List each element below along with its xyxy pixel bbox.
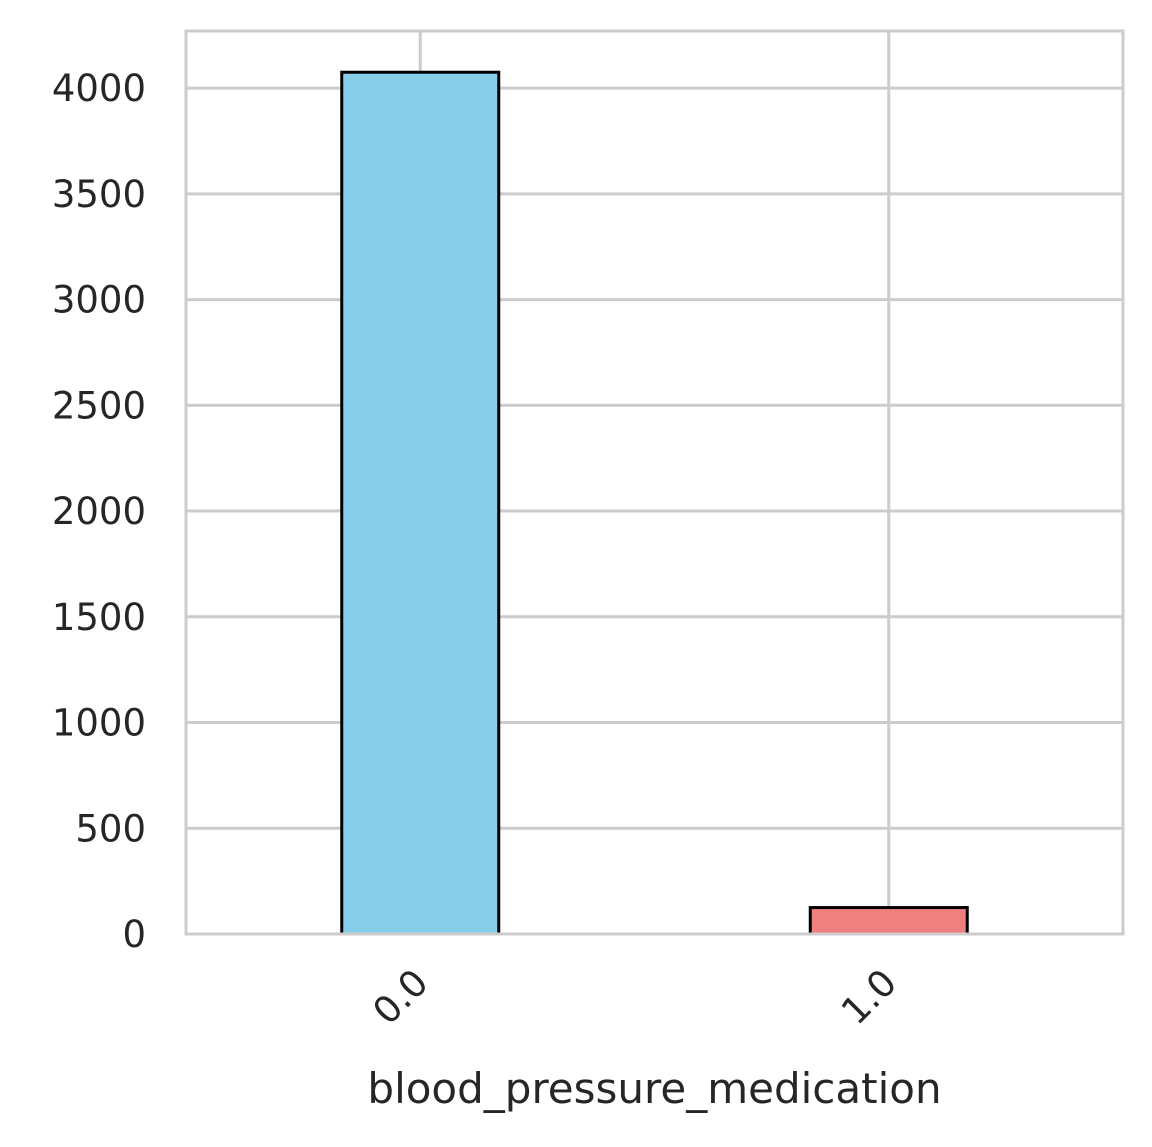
bar-0.0 bbox=[340, 70, 501, 936]
y-tick-label: 2000 bbox=[52, 490, 146, 533]
y-tick-label: 4000 bbox=[52, 67, 146, 110]
x-tick-labels: 0.0 1.0 bbox=[365, 961, 906, 1033]
y-tick-label: 0 bbox=[122, 913, 146, 956]
bar-1.0 bbox=[808, 906, 969, 936]
y-tick-labels: 0 500 1000 1500 2000 2500 3000 3500 4000 bbox=[52, 67, 146, 956]
y-tick-label: 500 bbox=[75, 807, 146, 850]
y-tick-label: 1000 bbox=[52, 702, 146, 745]
x-axis-label: blood_pressure_medication bbox=[367, 1064, 941, 1113]
bars bbox=[340, 70, 969, 936]
x-tick-label: 1.0 bbox=[833, 961, 905, 1033]
plot-frame bbox=[184, 29, 1125, 936]
gridlines bbox=[186, 31, 1123, 936]
y-tick-label: 2500 bbox=[52, 384, 146, 427]
y-tick-label: 1500 bbox=[52, 596, 146, 639]
y-tick-label: 3000 bbox=[52, 279, 146, 322]
x-tick-label: 0.0 bbox=[365, 961, 437, 1033]
y-tick-label: 3500 bbox=[52, 173, 146, 216]
